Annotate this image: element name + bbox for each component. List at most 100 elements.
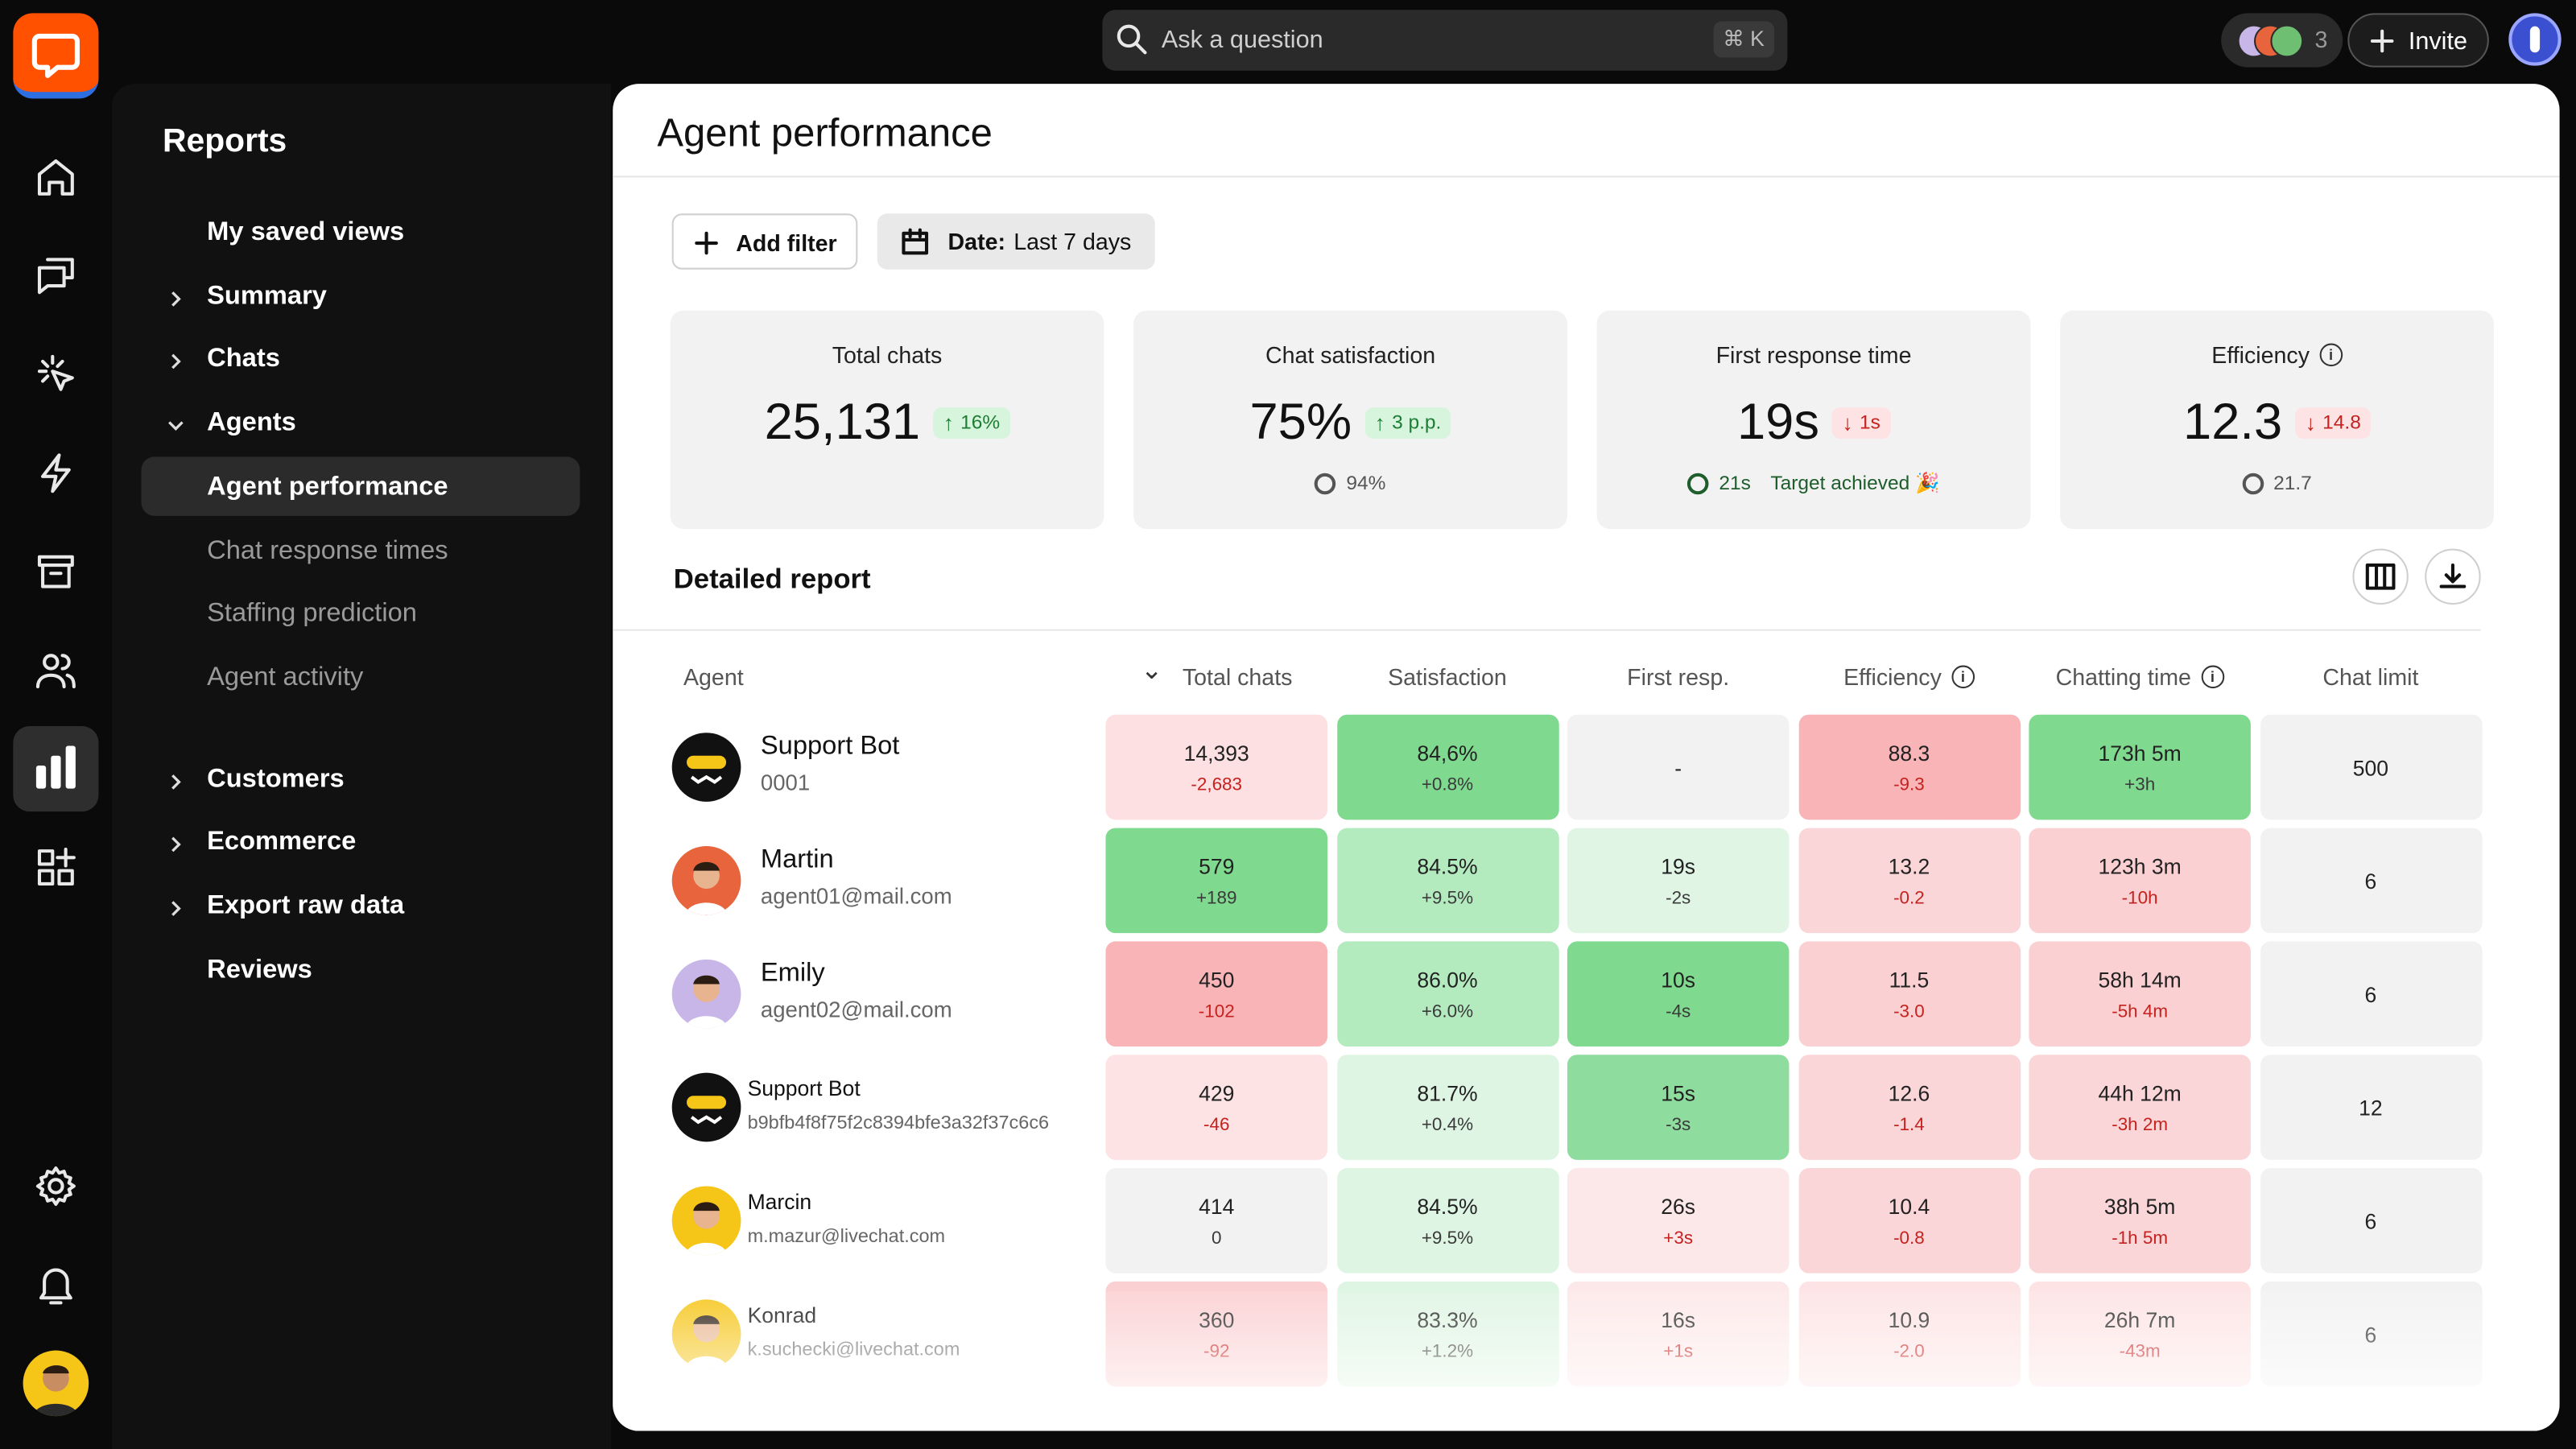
agent-name[interactable]: Support Bot	[760, 733, 900, 761]
kpi-target: 21.7	[2273, 471, 2312, 495]
icon-rail	[0, 0, 112, 1449]
cell-change: +6.0%	[1421, 1001, 1474, 1022]
metric-cell[interactable]: 58h 14m -5h 4m	[2029, 941, 2251, 1046]
team-pill[interactable]: 3	[2221, 13, 2343, 68]
metric-cell[interactable]: 81.7% +0.4%	[1336, 1055, 1558, 1160]
column-header[interactable]: First resp.	[1567, 663, 1790, 690]
cell-change: +1s	[1663, 1341, 1694, 1361]
metric-cell[interactable]: 6	[2260, 941, 2482, 1046]
kpi-value-row: 75% ↑ 3 p.p.	[1133, 393, 1567, 452]
apps-icon[interactable]	[33, 844, 79, 890]
add-filter-label: Add filter	[736, 229, 837, 257]
cell-value: 429	[1199, 1080, 1235, 1105]
metric-cell[interactable]: 19s -2s	[1567, 828, 1790, 934]
metric-cell[interactable]: 26s +3s	[1567, 1168, 1790, 1274]
metric-cell[interactable]: 10s -4s	[1567, 941, 1790, 1046]
chats-icon[interactable]	[33, 253, 79, 299]
metric-cell[interactable]: 12	[2260, 1055, 2482, 1160]
metric-cell[interactable]: 15s -3s	[1567, 1055, 1790, 1160]
reports-nav-active[interactable]	[13, 726, 99, 812]
agent-name[interactable]: Support Bot	[747, 1075, 861, 1101]
cell-value: 10.4	[1888, 1193, 1930, 1219]
nav-subitem[interactable]: Chat response times	[207, 536, 448, 565]
search-box[interactable]: Ask a question ⌘ K	[1102, 10, 1788, 71]
notifications-icon[interactable]	[33, 1261, 79, 1307]
metric-cell[interactable]: 16s +1s	[1567, 1281, 1790, 1387]
team-icon[interactable]	[33, 647, 79, 693]
column-header[interactable]: ⌄ Total chats	[1105, 657, 1327, 691]
status-avatar[interactable]	[2508, 13, 2562, 66]
metric-cell[interactable]: 10.4 -0.8	[1798, 1168, 2021, 1274]
metric-cell[interactable]: 450 -102	[1105, 941, 1327, 1046]
metric-cell[interactable]: 579 +189	[1105, 828, 1327, 934]
metric-cell[interactable]: 83.3% +1.2%	[1336, 1281, 1558, 1387]
download-button[interactable]	[2425, 548, 2481, 605]
metric-cell[interactable]: 84,6% +0.8%	[1336, 714, 1558, 820]
metric-cell[interactable]: -	[1567, 714, 1790, 820]
metric-cell[interactable]: 84.5% +9.5%	[1336, 1168, 1558, 1274]
kpi-label: First response time	[1715, 341, 1912, 369]
metric-cell[interactable]: 88.3 -9.3	[1798, 714, 2021, 820]
column-header[interactable]: Satisfaction	[1336, 663, 1558, 690]
metric-cell[interactable]: 429 -46	[1105, 1055, 1327, 1160]
agent-name[interactable]: Marcin	[747, 1189, 812, 1215]
metric-cell[interactable]: 173h 5m +3h	[2029, 714, 2251, 820]
automation-icon[interactable]	[33, 450, 79, 496]
column-header[interactable]: Agent	[683, 663, 744, 690]
logo[interactable]	[13, 13, 99, 99]
nav-subitem[interactable]: Agent performance	[207, 473, 448, 502]
kpi-target-row: 94%	[1133, 472, 1567, 494]
metric-cell[interactable]: 6	[2260, 1281, 2482, 1387]
engage-icon[interactable]	[33, 352, 79, 398]
nav-subitem[interactable]: Staffing prediction	[207, 600, 417, 628]
metric-cell[interactable]: 6	[2260, 828, 2482, 934]
agent-name[interactable]: Konrad	[747, 1302, 817, 1327]
metric-cell[interactable]: 86.0% +6.0%	[1336, 941, 1558, 1046]
trend-arrow: ↓	[2305, 410, 2317, 435]
column-header[interactable]: Efficiency i	[1798, 663, 2021, 690]
column-header[interactable]: Chat limit	[2260, 663, 2482, 690]
metric-cell[interactable]: 11.5 -3.0	[1798, 941, 2021, 1046]
nav-item[interactable]: Customers	[207, 765, 345, 793]
settings-icon[interactable]	[33, 1163, 79, 1209]
kpi-label-row: Chat satisfaction	[1133, 341, 1567, 368]
metric-cell[interactable]: 13.2 -0.2	[1798, 828, 2021, 934]
metric-cell[interactable]: 38h 5m -1h 5m	[2029, 1168, 2251, 1274]
nav-item[interactable]: My saved views	[207, 218, 405, 247]
metric-cell[interactable]: 14,393 -2,683	[1105, 714, 1327, 820]
add-filter-button[interactable]: Add filter	[671, 213, 858, 270]
nav-item[interactable]: Chats	[207, 345, 280, 374]
nav-item[interactable]: Ecommerce	[207, 828, 357, 857]
metric-cell[interactable]: 44h 12m -3h 2m	[2029, 1055, 2251, 1160]
archives-icon[interactable]	[33, 549, 79, 595]
metric-cell[interactable]: 84.5% +9.5%	[1336, 828, 1558, 934]
nav-subitem[interactable]: Agent activity	[207, 663, 364, 691]
metric-cell[interactable]: 414 0	[1105, 1168, 1327, 1274]
chevron-down	[168, 421, 184, 431]
nav-item[interactable]: Agents	[207, 409, 296, 438]
cell-value: 6	[2364, 1208, 2377, 1233]
date-filter-button[interactable]: Date: Last 7 days	[877, 213, 1155, 270]
metric-cell[interactable]: 10.9 -2.0	[1798, 1281, 2021, 1387]
metric-cell[interactable]: 6	[2260, 1168, 2482, 1274]
metric-cell[interactable]: 123h 3m -10h	[2029, 828, 2251, 934]
agent-id: 0001	[760, 770, 811, 795]
metric-cell[interactable]: 500	[2260, 714, 2482, 820]
user-avatar[interactable]	[23, 1350, 89, 1417]
nav-item[interactable]: Export raw data	[207, 892, 405, 920]
column-label: Total chats	[1182, 663, 1293, 691]
agent-name[interactable]: Emily	[760, 959, 825, 988]
column-header[interactable]: Chatting time i	[2029, 663, 2251, 690]
nav-item[interactable]: Reviews	[207, 956, 312, 984]
nav-item[interactable]: Summary	[207, 282, 327, 311]
cell-value: 84,6%	[1417, 740, 1478, 765]
cell-change: +0.8%	[1421, 774, 1474, 795]
info-icon: i	[1951, 665, 1975, 689]
metric-cell[interactable]: 26h 7m -43m	[2029, 1281, 2251, 1387]
columns-button[interactable]	[2352, 548, 2409, 605]
metric-cell[interactable]: 12.6 -1.4	[1798, 1055, 2021, 1160]
invite-button[interactable]: Invite	[2347, 13, 2489, 68]
metric-cell[interactable]: 360 -92	[1105, 1281, 1327, 1387]
home-icon[interactable]	[33, 155, 79, 200]
agent-name[interactable]: Martin	[760, 846, 834, 874]
